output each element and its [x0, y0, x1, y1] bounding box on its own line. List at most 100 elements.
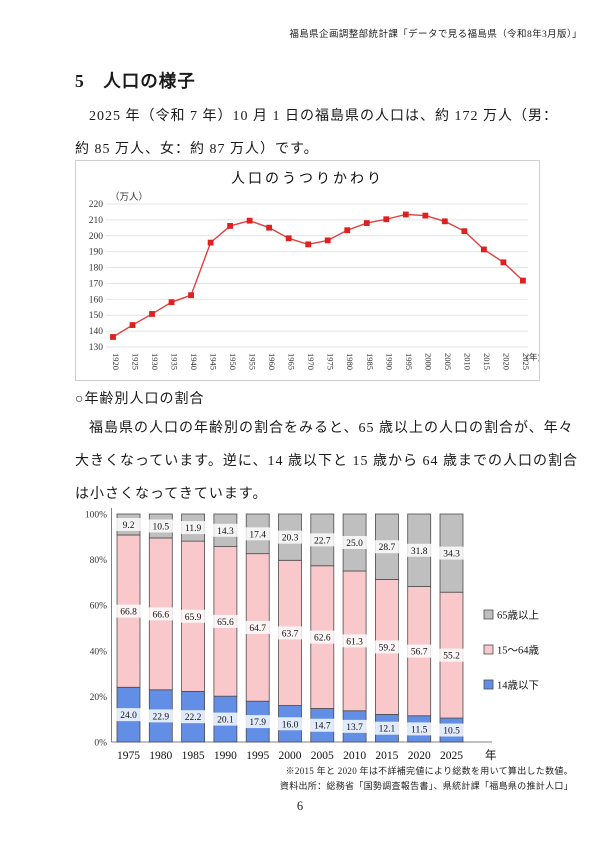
- svg-text:2025: 2025: [521, 353, 531, 370]
- svg-text:2005: 2005: [443, 353, 453, 370]
- svg-text:170: 170: [89, 279, 104, 289]
- svg-text:9.2: 9.2: [123, 521, 135, 531]
- bar-chart-svg: 0% 20% 40% 60% 80% 100% 24.0 66.8 9.2 1975 22.9 66.…: [85, 508, 539, 762]
- svg-text:24.0: 24.0: [120, 711, 137, 721]
- svg-text:1980: 1980: [345, 353, 355, 370]
- svg-text:16.0: 16.0: [282, 720, 299, 730]
- svg-text:31.8: 31.8: [411, 547, 428, 557]
- svg-text:14歳以下: 14歳以下: [497, 680, 539, 692]
- svg-text:66.8: 66.8: [120, 608, 137, 618]
- svg-text:14.3: 14.3: [217, 527, 234, 537]
- svg-text:1945: 1945: [209, 353, 219, 370]
- svg-text:11.9: 11.9: [185, 524, 202, 534]
- svg-text:2020: 2020: [408, 750, 431, 762]
- svg-text:2025: 2025: [440, 750, 463, 762]
- svg-text:1950: 1950: [228, 353, 238, 370]
- body-line-2: 大きくなっています。逆に、14 歳以下と 15 歳から 64 歳までの人口の割合: [75, 454, 578, 469]
- intro-line-1: 2025 年（令和 7 年）10 月 1 日の福島県の人口は、約 172 万人（…: [89, 109, 558, 124]
- svg-text:14.7: 14.7: [314, 722, 331, 732]
- svg-text:55.2: 55.2: [443, 652, 460, 662]
- svg-text:(年): (年): [526, 352, 539, 362]
- svg-text:1970: 1970: [306, 353, 316, 370]
- svg-text:66.6: 66.6: [152, 610, 169, 620]
- svg-text:180: 180: [89, 264, 104, 274]
- page-number: 6: [296, 799, 304, 813]
- svg-text:64.7: 64.7: [249, 624, 266, 634]
- footnote-source: 資料出所：総務省「国勢調査報告書」、県統計課「福島県の推計人口」: [279, 781, 573, 791]
- svg-text:22.2: 22.2: [185, 713, 202, 723]
- svg-text:160: 160: [89, 295, 104, 305]
- svg-text:0%: 0%: [94, 739, 107, 749]
- intro-line-2: 約 85 万人、女：約 87 万人）です。: [75, 142, 319, 157]
- svg-text:80%: 80%: [90, 556, 108, 566]
- svg-text:1985: 1985: [365, 353, 375, 370]
- svg-text:2015: 2015: [482, 353, 492, 370]
- footnote-caveat: ※2015 年と 2020 年は不詳補完値により総数を用いて算出した数値。: [285, 766, 573, 776]
- svg-text:2010: 2010: [343, 750, 366, 762]
- svg-text:20%: 20%: [90, 693, 108, 703]
- svg-text:34.3: 34.3: [443, 550, 460, 560]
- svg-text:60%: 60%: [90, 602, 108, 612]
- svg-text:140: 140: [89, 327, 104, 337]
- svg-text:63.7: 63.7: [282, 629, 299, 639]
- svg-text:10.5: 10.5: [443, 727, 460, 737]
- svg-text:25.0: 25.0: [346, 539, 363, 549]
- svg-text:190: 190: [89, 248, 104, 258]
- svg-text:28.7: 28.7: [379, 543, 396, 553]
- svg-text:1980: 1980: [149, 750, 172, 762]
- svg-text:11.5: 11.5: [411, 725, 428, 735]
- svg-text:61.3: 61.3: [346, 637, 363, 647]
- svg-text:2015: 2015: [375, 750, 398, 762]
- svg-text:1990: 1990: [384, 353, 394, 370]
- svg-text:13.7: 13.7: [346, 723, 363, 733]
- svg-text:2005: 2005: [311, 750, 334, 762]
- svg-text:15〜64歳: 15〜64歳: [497, 645, 539, 657]
- svg-text:2020: 2020: [501, 353, 511, 370]
- svg-text:100%: 100%: [85, 511, 107, 521]
- svg-text:年: 年: [485, 748, 497, 762]
- population-line-chart: 人口のうつりかわり 130 140 150 160 170 180 190 200 210 220…: [75, 160, 540, 381]
- svg-text:65歳以上: 65歳以上: [497, 610, 539, 622]
- svg-text:59.2: 59.2: [379, 643, 396, 653]
- svg-text:17.9: 17.9: [249, 718, 266, 728]
- svg-text:150: 150: [89, 311, 104, 321]
- svg-text:40%: 40%: [90, 647, 108, 657]
- svg-text:12.1: 12.1: [379, 725, 396, 735]
- svg-text:2010: 2010: [462, 353, 472, 370]
- svg-text:130: 130: [89, 343, 104, 353]
- page-header: 福島県企画調整部統計課「データで見る福島県（令和8年3月版）」: [289, 30, 582, 40]
- svg-text:65.6: 65.6: [217, 618, 234, 628]
- svg-text:200: 200: [89, 232, 104, 242]
- svg-text:1925: 1925: [131, 353, 141, 370]
- section-title: 5 人口の様子: [75, 71, 196, 91]
- body-line-3: は小さくなってきています。: [75, 487, 268, 502]
- svg-text:22.9: 22.9: [152, 712, 169, 722]
- svg-text:1930: 1930: [150, 353, 160, 370]
- svg-text:65.9: 65.9: [185, 613, 202, 623]
- svg-text:20.3: 20.3: [282, 534, 299, 544]
- svg-text:10.5: 10.5: [152, 522, 169, 532]
- svg-text:2000: 2000: [279, 750, 302, 762]
- svg-text:56.7: 56.7: [411, 648, 428, 658]
- intro-paragraph: 2025 年（令和 7 年）10 月 1 日の福島県の人口は、約 172 万人（…: [75, 100, 558, 166]
- svg-text:1975: 1975: [117, 750, 140, 762]
- line-chart-title: 人口のうつりかわり: [231, 172, 384, 187]
- svg-text:1985: 1985: [182, 750, 205, 762]
- svg-text:2000: 2000: [423, 353, 433, 370]
- body-line-1: 福島県の人口の年齢別の割合をみると、65 歳以上の人口の割合が、年々: [89, 421, 574, 436]
- svg-text:210: 210: [89, 216, 104, 226]
- svg-text:1935: 1935: [170, 353, 180, 370]
- body-paragraph: 福島県の人口の年齢別の割合をみると、65 歳以上の人口の割合が、年々 大きくなっ…: [75, 412, 578, 511]
- svg-text:1940: 1940: [189, 353, 199, 370]
- svg-text:1995: 1995: [404, 353, 414, 370]
- svg-text:62.6: 62.6: [314, 634, 331, 644]
- svg-text:220: 220: [89, 200, 104, 210]
- svg-text:1955: 1955: [248, 353, 258, 370]
- svg-text:1975: 1975: [326, 353, 336, 370]
- svg-text:1995: 1995: [246, 750, 269, 762]
- svg-text:（万人）: （万人）: [110, 191, 148, 203]
- svg-text:1965: 1965: [287, 353, 297, 370]
- svg-text:1920: 1920: [111, 353, 121, 370]
- svg-text:20.1: 20.1: [217, 716, 234, 726]
